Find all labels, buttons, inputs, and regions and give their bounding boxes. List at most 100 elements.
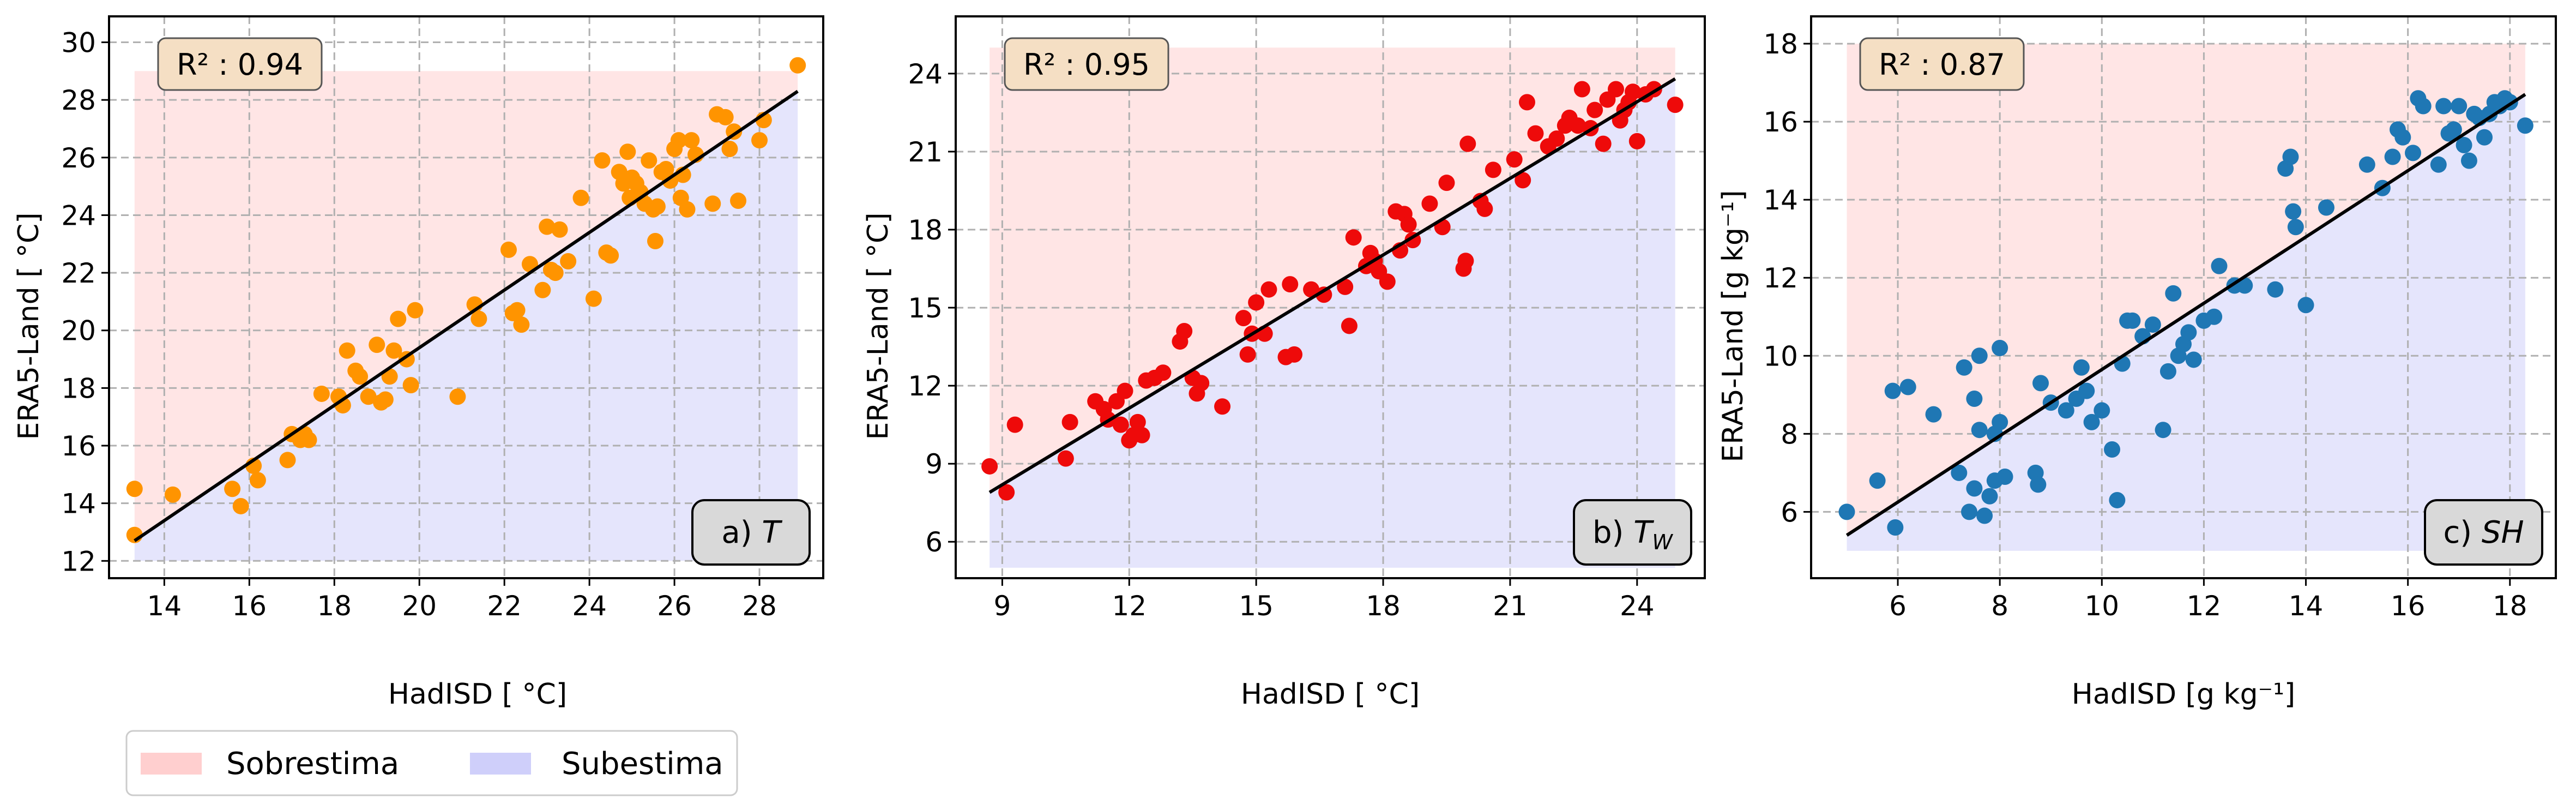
scatter-point [2445,121,2462,138]
ylabel-a: ERA5-Land [ °C] [13,212,45,440]
x-tick-label: 12 [2187,590,2222,622]
scatter-point [2032,375,2049,392]
scatter-point [1112,416,1129,433]
legend-swatch-subestima [470,753,531,775]
scatter-point [1337,278,1354,295]
scatter-point [1341,317,1358,334]
scatter-point [1379,273,1396,290]
region-sobrestima [1847,44,2525,536]
panel-label-box [2424,499,2543,566]
scatter-point [1869,472,1886,489]
panel-label-box [691,499,811,566]
axes-frame [1810,15,2557,579]
x-tick-label: 28 [742,590,777,622]
scatter-point [407,302,424,319]
scatter-point [1316,286,1332,303]
x-tick-label: 24 [572,590,607,622]
xlabel-c: HadISD [g kg⁻¹] [2072,678,2295,711]
scatter-point [1981,488,1998,505]
x-tick-label: 18 [2493,590,2527,622]
scatter-point [594,152,611,169]
scatter-point [224,481,241,497]
scatter-point [1345,229,1362,246]
y-tick-label: 12 [908,370,943,402]
scatter-point [2236,277,2253,294]
scatter-point [2185,351,2202,368]
y-tick-label: 6 [925,526,943,558]
scatter-point [534,281,551,298]
scatter-point [2124,312,2141,329]
scatter-point [2165,285,2182,302]
y-tick-label: 21 [908,136,943,168]
scatter-point [1133,427,1150,443]
x-tick-label: 24 [1620,590,1655,622]
scatter-point [1117,382,1133,399]
scatter-point [2405,145,2422,161]
panel-a: ERA5-Land [ °C] HadISD [ °C] 14 16 18 20 22 2… [13,15,824,711]
scatter-point [1485,161,1501,178]
scatter-point [402,377,419,394]
scatter-point [2318,199,2334,216]
scatter-point [1971,422,1988,439]
scatter-point [1899,379,1916,395]
scatter-point [619,143,636,160]
scatter-point [2285,203,2302,220]
scatter-point [1006,416,1023,433]
scatter-point [560,253,577,269]
scatter-point [2394,129,2411,146]
scatter-point [551,221,568,238]
r2-box [1004,37,1169,91]
panel-label: b) TW [1592,515,1673,554]
scatter-point [721,140,738,157]
panel-b: ERA5-Land [ °C] HadISD [ °C] 9 12 15 18 21 24… [862,15,1706,711]
scatter-point [641,152,657,169]
scatter-point [2358,156,2375,173]
x-tick-label: 18 [317,590,352,622]
scatter-point [2104,441,2121,458]
y-tick-label: 18 [1763,28,1798,60]
scatter-point [164,486,181,503]
scatter-point [1961,503,1978,520]
scatter-point [1607,81,1624,98]
y-tick-label: 14 [61,488,96,520]
scatter-point [2206,308,2223,325]
scatter-point [1129,413,1146,430]
scatter-point [1176,322,1193,339]
scatter-point [2030,476,2047,493]
legend-frame [125,730,738,796]
x-tick-label: 10 [2084,590,2119,622]
scatter-point [1457,253,1474,269]
scatter-point [1286,346,1303,363]
scatter-point [730,193,747,209]
x-tick-label: 15 [1239,590,1274,622]
scatter-point [390,310,407,327]
y-tick-label: 6 [1781,496,1798,528]
scatter-point [1887,519,1904,536]
scatter-point [1628,133,1645,149]
scatter-point [1971,347,1988,364]
scatter-point [704,195,721,212]
scatter-point [2287,219,2304,236]
scatter-point [1925,406,1942,423]
scatter-point [670,132,687,149]
scatter-point [509,302,526,319]
scatter-point [2384,148,2401,165]
fit-line [988,77,1676,494]
fit-line [134,89,799,542]
scatter-point [232,497,249,514]
y-tick-label: 16 [61,430,96,462]
y-tick-label: 28 [61,85,96,116]
scatter-point [1625,83,1642,100]
r2-box [157,37,323,91]
y-tick-label: 20 [61,315,96,347]
y-tick-label: 26 [61,142,96,174]
scatter-point [1595,135,1612,152]
scatter-point [500,241,517,258]
y-tick-label: 18 [908,214,943,246]
scatter-point [2155,422,2171,439]
scatter-point [1586,101,1603,118]
scatter-point [1214,398,1231,415]
plot-area-c: 6 8 10 12 14 16 18 6 8 10 12 14 16 18 R² : 0.87 c) SH [1763,15,2557,622]
scatter-point [2517,117,2533,134]
x-tick-label: 26 [657,590,692,622]
